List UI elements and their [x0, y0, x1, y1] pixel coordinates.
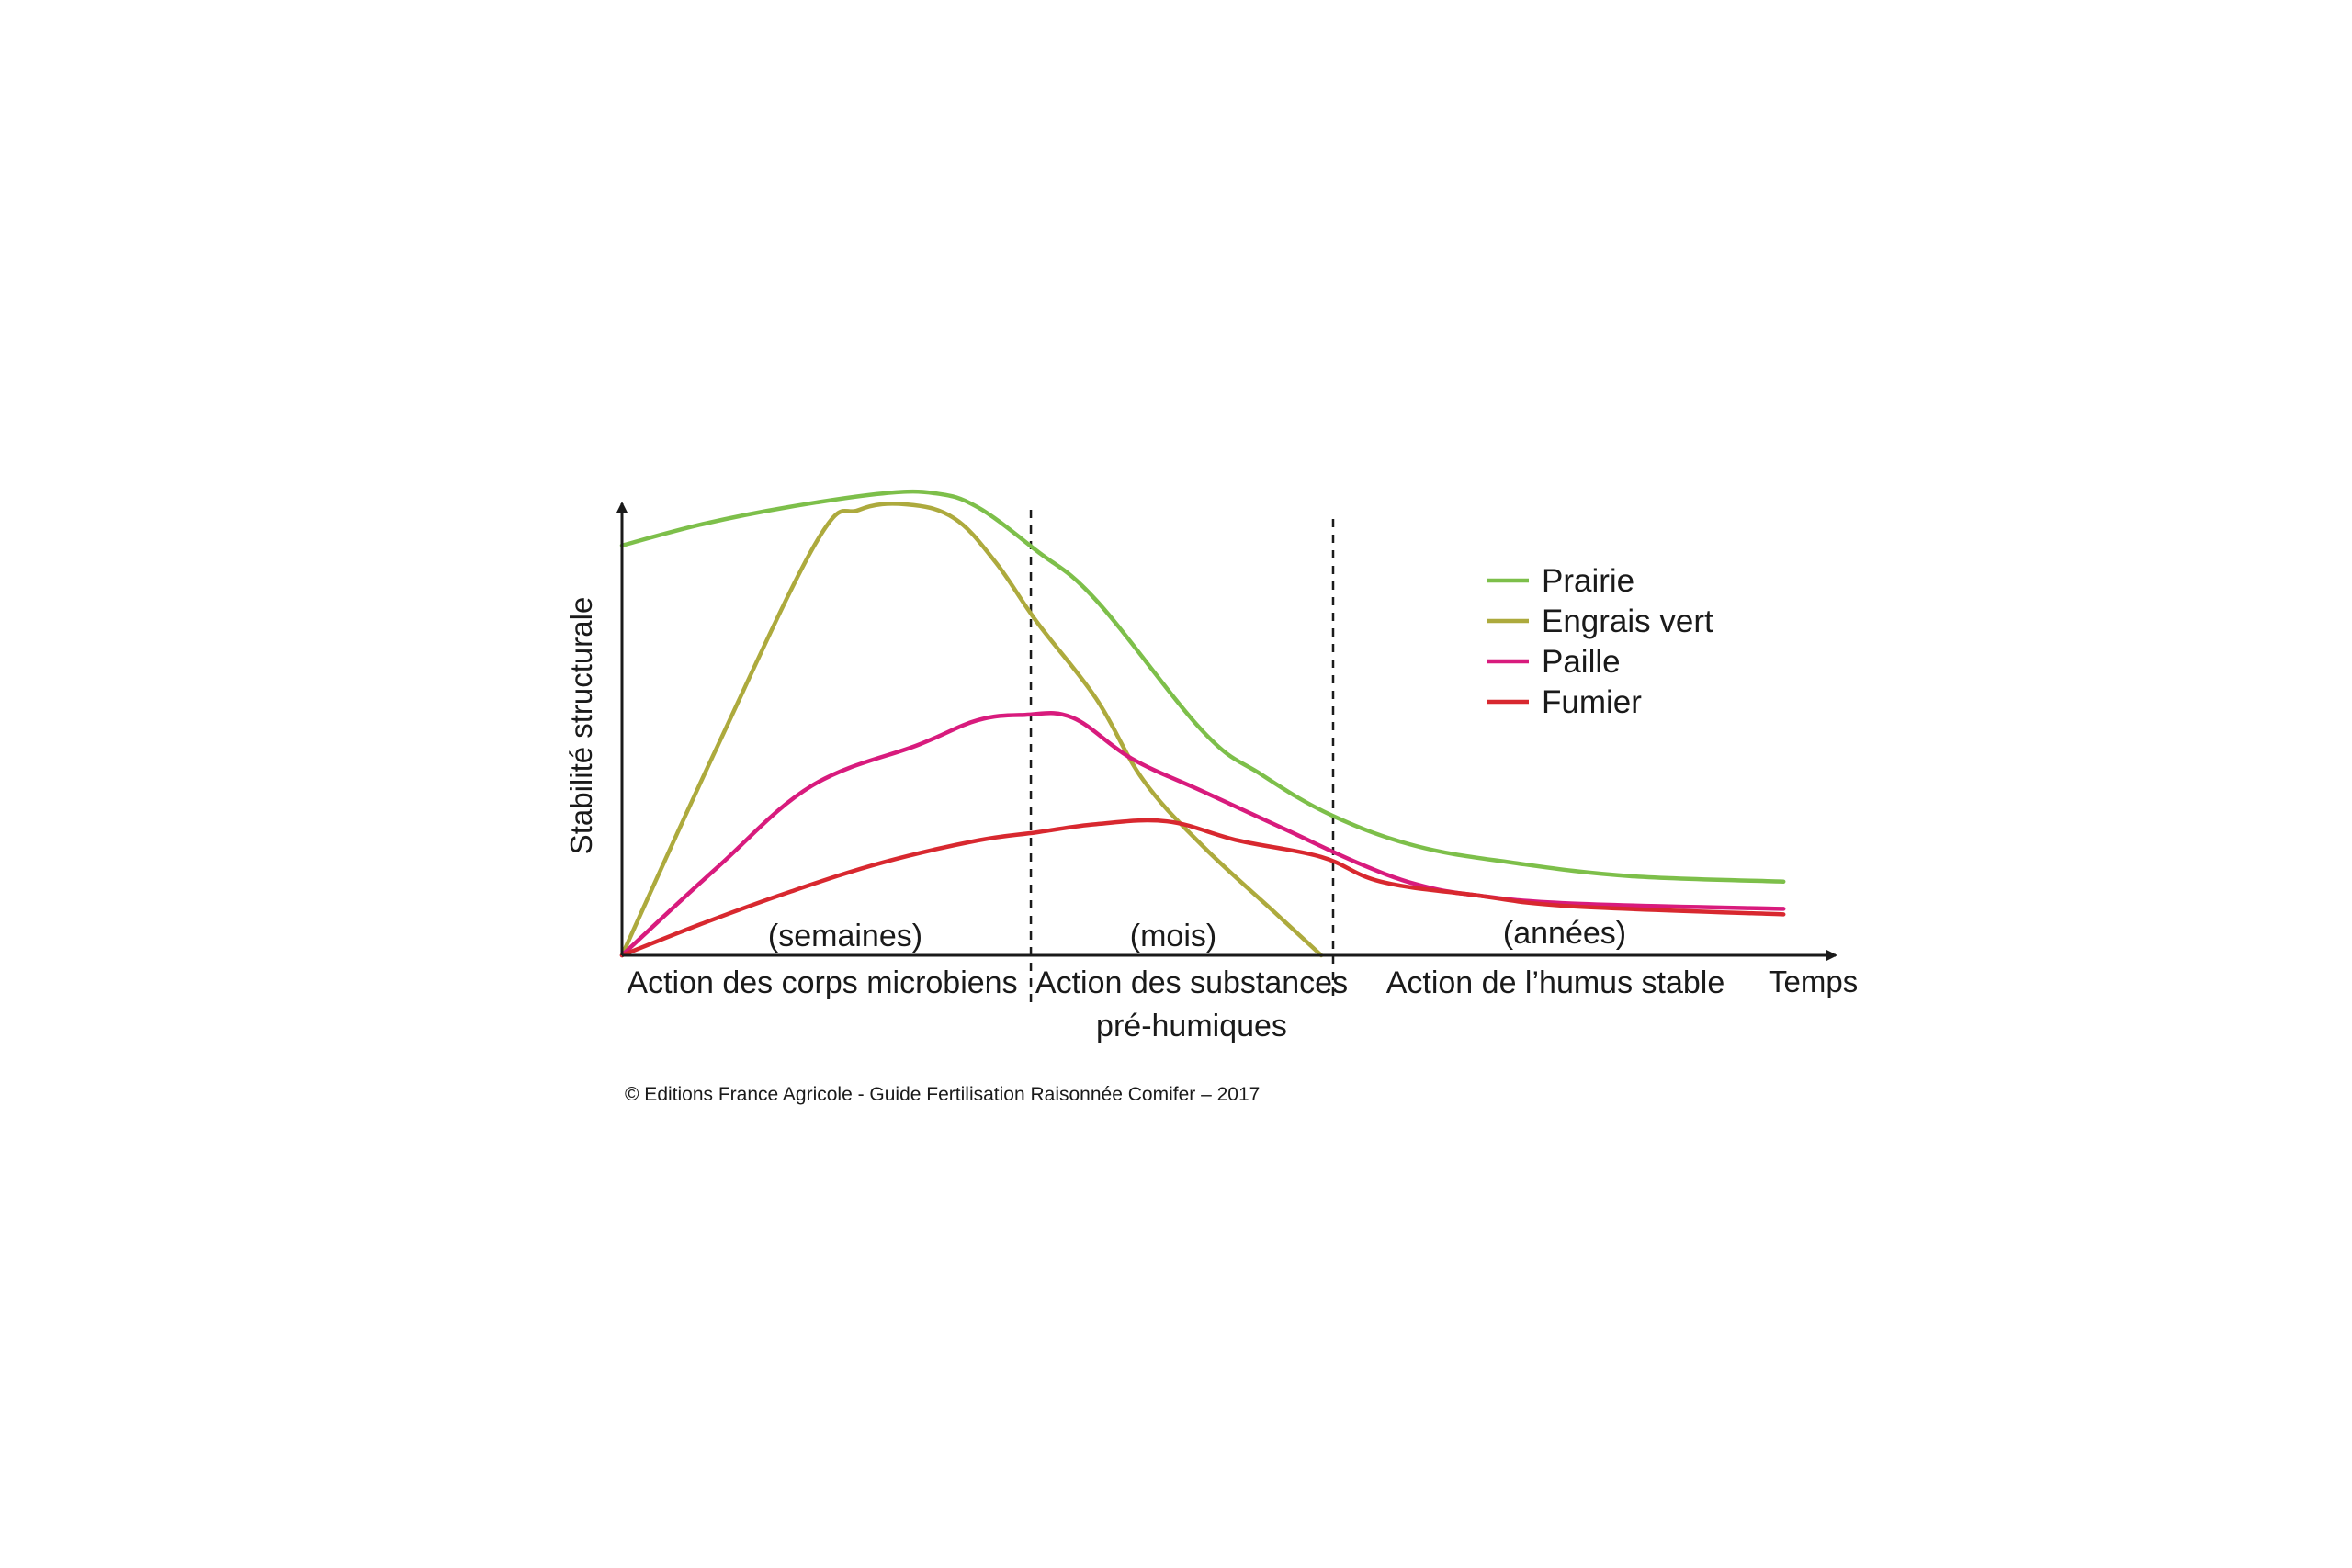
legend-label-engrais-vert: Engrais vert — [1542, 604, 1713, 639]
legend-label-paille: Paille — [1542, 644, 1621, 680]
phase-duration-3: (années) — [1503, 916, 1626, 951]
credit-text: © Editions France Agricole - Guide Ferti… — [625, 1084, 1260, 1105]
phase-label-1: Action des corps microbiens — [627, 965, 1017, 1000]
y-axis-label: Stabilité structurale — [564, 597, 598, 855]
series-line-engrais-vert — [619, 502, 1324, 958]
phase-label-2-line2: pré-humiques — [1096, 1009, 1287, 1043]
phase-label-3: Action de l’humus stable — [1386, 965, 1725, 1000]
phase-label-2: Action des substances — [1035, 965, 1348, 1000]
phase-labels: Action des corps microbiens (semaines) Act… — [627, 916, 1724, 1043]
phase-dividers — [1029, 510, 1335, 1010]
x-axis-label: Temps — [1769, 964, 1858, 998]
legend: Prairie Engrais vert Paille Fumier — [1487, 563, 1713, 720]
legend-label-prairie: Prairie — [1542, 563, 1634, 599]
series-line-fumier — [619, 818, 1786, 958]
phase-duration-1: (semaines) — [768, 919, 922, 953]
legend-label-fumier: Fumier — [1542, 684, 1642, 720]
series-line-prairie — [619, 489, 1786, 884]
phase-duration-2: (mois) — [1130, 919, 1216, 953]
series-group — [619, 489, 1786, 958]
